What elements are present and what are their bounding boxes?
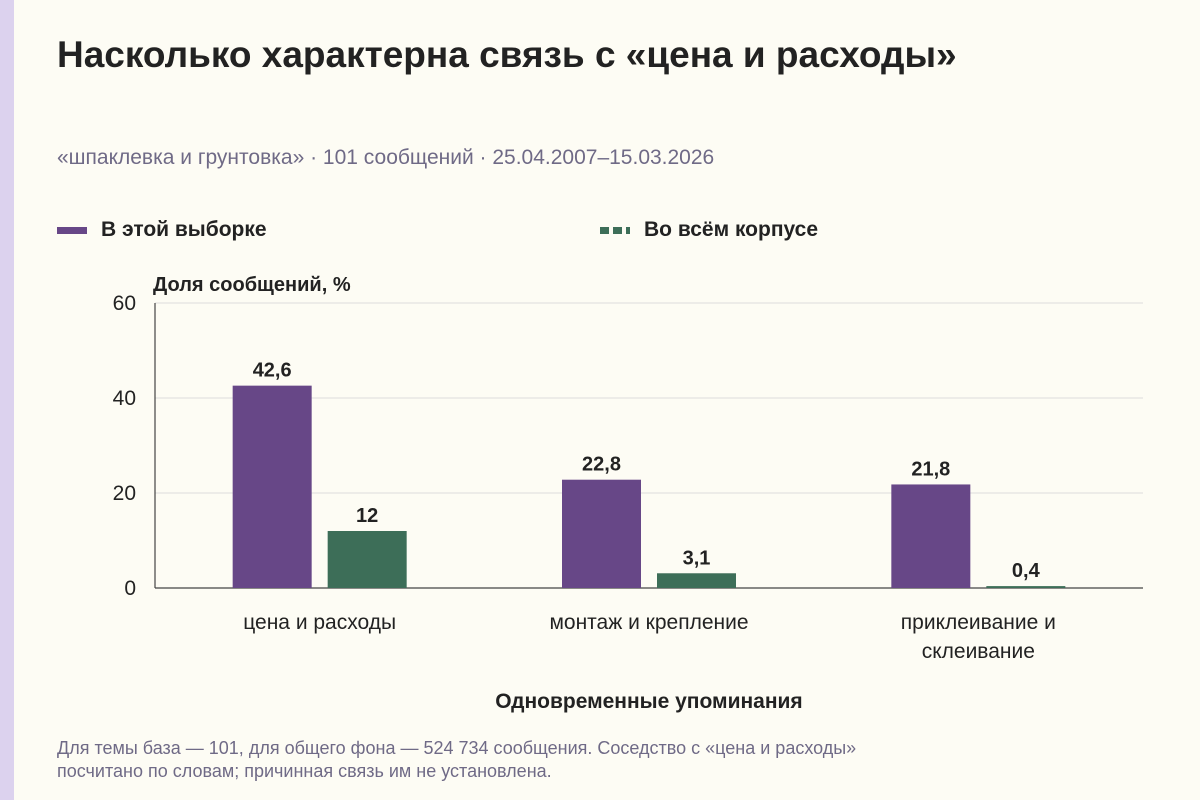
legend-label-corpus: Во всём корпусе	[644, 218, 819, 241]
y-tick-label-20: 20	[113, 482, 136, 505]
chart-subtitle: «шпаклевка и грунтовка» · 101 сообщений …	[57, 146, 715, 169]
x-tick-label-2-0: приклеивание и	[901, 611, 1056, 634]
data-label-sample-0: 42,6	[253, 360, 292, 382]
footnote-line-1: Для темы база — 101, для общего фона — 5…	[57, 738, 857, 758]
y-axis-label: Доля сообщений, %	[153, 274, 351, 296]
x-tick-label-2-1: склеивание	[922, 640, 1035, 663]
x-tick-label-0-0: цена и расходы	[243, 611, 396, 634]
x-tick-label-1-0: монтаж и крепление	[549, 611, 748, 634]
accent-strip	[0, 0, 14, 800]
bar-sample-1	[562, 479, 641, 588]
legend: В этой выборке Во всём корпусе	[57, 218, 1157, 248]
data-label-corpus-2: 0,4	[1012, 560, 1041, 582]
y-tick-label-40: 40	[113, 387, 136, 410]
bar-sample-0	[232, 385, 312, 588]
y-tick-label-0: 0	[124, 577, 136, 600]
bar-corpus-0	[327, 531, 407, 588]
bar-sample-2	[891, 484, 971, 588]
legend-item-sample: В этой выборке	[57, 218, 267, 242]
data-label-corpus-1: 3,1	[683, 547, 711, 569]
legend-label-sample: В этой выборке	[101, 218, 267, 241]
y-tick-label-60: 60	[113, 292, 136, 315]
footnote: Для темы база — 101, для общего фона — 5…	[57, 737, 1147, 783]
data-label-sample-1: 22,8	[582, 454, 621, 476]
legend-swatch-corpus	[600, 226, 630, 234]
legend-swatch-sample	[57, 226, 87, 234]
bar-corpus-2	[986, 586, 1066, 588]
chart-title: Насколько характерна связь с «цена и рас…	[57, 34, 957, 75]
legend-item-corpus: Во всём корпусе	[600, 218, 818, 242]
data-label-sample-2: 21,8	[911, 458, 950, 480]
x-axis-label: Одновременные упоминания	[495, 690, 802, 713]
footnote-line-2: посчитано по словам; причинная связь им …	[57, 761, 552, 781]
data-label-corpus-0: 12	[356, 505, 378, 527]
bar-corpus-1	[657, 573, 736, 588]
